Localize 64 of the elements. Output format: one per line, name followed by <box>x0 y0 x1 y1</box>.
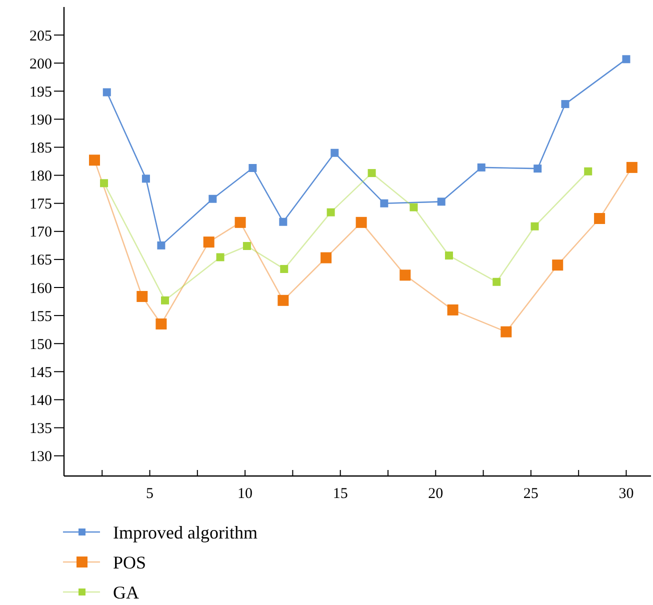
y-tick-label: 185 <box>30 140 52 156</box>
point <box>278 294 289 306</box>
point <box>380 199 388 208</box>
x-tick-label: 10 <box>238 486 253 502</box>
point <box>447 304 458 316</box>
legend-label: Improved algorithm <box>113 522 258 542</box>
point <box>156 318 167 330</box>
point <box>203 236 214 248</box>
point <box>136 290 148 302</box>
point <box>330 148 339 157</box>
point <box>280 264 288 273</box>
y-tick-label: 140 <box>30 392 52 409</box>
x-tick-label: 20 <box>428 486 444 502</box>
point <box>584 167 592 176</box>
point <box>242 242 251 250</box>
point <box>530 222 539 230</box>
point <box>552 260 564 271</box>
point <box>208 194 217 203</box>
point <box>142 174 150 183</box>
x-tick-label: 15 <box>332 486 348 502</box>
x-tick-label: 25 <box>523 486 538 502</box>
point <box>368 169 376 178</box>
point <box>100 179 108 188</box>
y-tick-label: 160 <box>30 280 52 297</box>
point <box>500 326 512 338</box>
y-tick-label: 180 <box>30 168 52 185</box>
point <box>320 252 332 264</box>
y-tick-label: 130 <box>30 449 52 466</box>
point <box>437 198 446 206</box>
point <box>102 88 111 96</box>
point <box>279 218 288 226</box>
point <box>622 55 630 64</box>
x-tick-label: 30 <box>618 486 634 502</box>
y-tick-label: 145 <box>30 364 52 381</box>
point <box>492 278 501 286</box>
point <box>157 241 166 250</box>
y-tick-label: 195 <box>30 84 52 100</box>
point <box>444 252 453 260</box>
point <box>410 203 418 212</box>
point <box>161 296 170 304</box>
x-tick-label: 5 <box>146 486 154 502</box>
point <box>477 163 486 172</box>
point <box>326 208 335 216</box>
point <box>234 216 246 228</box>
point <box>626 162 638 173</box>
point <box>594 213 606 224</box>
y-tick-label: 190 <box>30 112 52 128</box>
legend-label: POS <box>113 552 146 572</box>
point <box>534 164 542 173</box>
point <box>216 253 224 262</box>
point <box>561 100 570 108</box>
point <box>248 164 257 172</box>
y-tick-label: 135 <box>30 421 52 438</box>
point <box>88 154 100 166</box>
y-tick-label: 170 <box>30 224 52 241</box>
point <box>356 216 367 228</box>
y-tick-label: 150 <box>30 336 52 353</box>
y-tick-label: 155 <box>30 308 52 325</box>
y-tick-label: 200 <box>30 56 52 72</box>
legend-label: GA <box>113 582 139 602</box>
y-tick-label: 175 <box>30 196 52 213</box>
y-tick-label: 165 <box>30 252 52 269</box>
y-tick-label: 205 <box>30 28 52 44</box>
point <box>400 270 411 281</box>
